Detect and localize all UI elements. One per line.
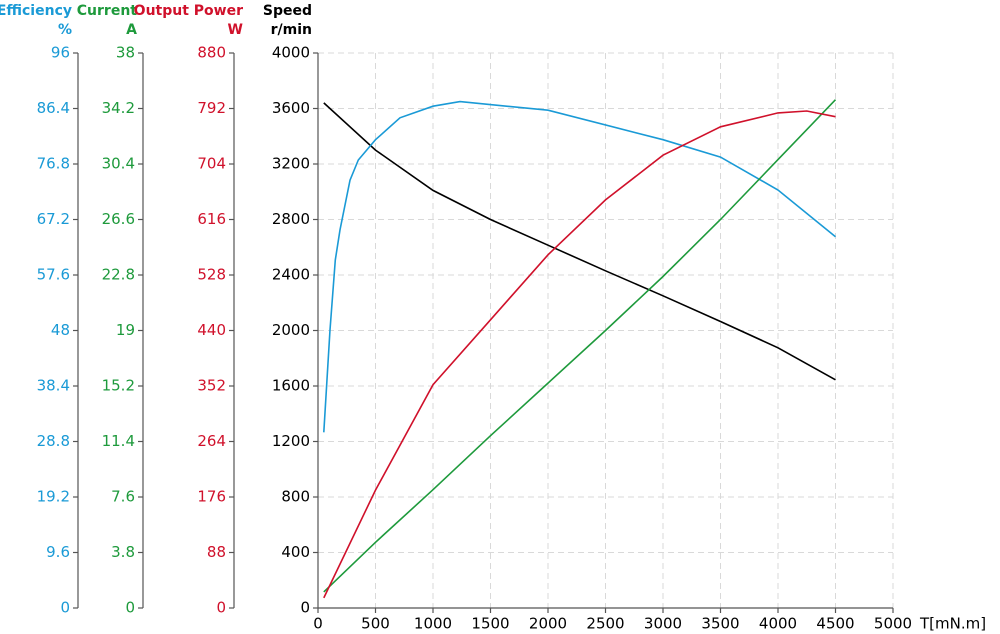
y-tick-label: 48 (51, 321, 70, 339)
y-tick-label: 0 (216, 599, 226, 617)
axis-unit: A (126, 22, 137, 38)
y-tick-label: 88 (207, 543, 226, 561)
series-line (323, 102, 836, 381)
y-tick-label: 0 (300, 599, 310, 617)
y-tick-label: 34.2 (102, 99, 135, 117)
y-tick-label: 86.4 (37, 99, 70, 117)
y-tick-label: 3.8 (111, 543, 135, 561)
x-tick-label: 0 (313, 615, 323, 633)
y-tick-label: 1600 (272, 377, 310, 395)
axis-title: Current (77, 3, 138, 19)
y-tick-label: 30.4 (102, 155, 135, 173)
y-tick-label: 352 (197, 377, 226, 395)
x-tick-label: 4000 (759, 615, 797, 633)
y-tick-label: 15.2 (102, 377, 135, 395)
y-tick-label: 792 (197, 99, 226, 117)
y-tick-label: 19.2 (37, 488, 70, 506)
y-tick-label: 57.6 (37, 266, 70, 284)
x-tick-label: 2500 (586, 615, 624, 633)
y-tick-label: 2400 (272, 266, 310, 284)
series-line (323, 110, 836, 599)
y-tick-label: 67.2 (37, 210, 70, 228)
y-tick-label: 440 (197, 321, 226, 339)
y-tick-label: 704 (197, 155, 226, 173)
axis-title: Output Power (134, 3, 243, 19)
y-tick-label: 19 (116, 321, 135, 339)
x-tick-label: 2000 (529, 615, 567, 633)
y-tick-label: 38 (116, 44, 135, 62)
y-tick-label: 176 (197, 488, 226, 506)
y-tick-label: 0 (60, 599, 70, 617)
y-tick-label: 3600 (272, 99, 310, 117)
axis-unit: r/min (271, 22, 312, 38)
y-tick-label: 28.8 (37, 432, 70, 450)
y-tick-label: 4000 (272, 44, 310, 62)
y-tick-label: 76.8 (37, 155, 70, 173)
x-tick-label: 1500 (471, 615, 509, 633)
series-line (323, 99, 837, 593)
y-tick-label: 800 (281, 488, 310, 506)
series-line (323, 100, 837, 433)
y-tick-label: 528 (197, 266, 226, 284)
x-tick-label: 4500 (816, 615, 854, 633)
y-tick-label: 264 (197, 432, 226, 450)
y-tick-label: 11.4 (102, 432, 135, 450)
axis-title: Speed (263, 3, 312, 19)
x-tick-label: 500 (361, 615, 390, 633)
y-tick-label: 38.4 (37, 377, 70, 395)
x-axis-label: T[mN.m] (919, 615, 986, 633)
y-tick-label: 9.6 (46, 543, 70, 561)
y-tick-label: 616 (197, 210, 226, 228)
axis-unit: % (58, 22, 72, 38)
y-tick-label: 26.6 (102, 210, 135, 228)
axis-unit: W (228, 22, 243, 38)
y-tick-label: 0 (125, 599, 135, 617)
y-tick-label: 2000 (272, 321, 310, 339)
y-tick-label: 880 (197, 44, 226, 62)
axis-title: Efficiency (0, 3, 72, 19)
y-tick-label: 400 (281, 543, 310, 561)
x-tick-label: 1000 (414, 615, 452, 633)
x-tick-label: 5000 (874, 615, 912, 633)
y-tick-label: 96 (51, 44, 70, 62)
y-tick-label: 22.8 (102, 266, 135, 284)
y-tick-label: 1200 (272, 432, 310, 450)
y-tick-label: 3200 (272, 155, 310, 173)
x-tick-label: 3500 (701, 615, 739, 633)
x-tick-label: 3000 (644, 615, 682, 633)
y-tick-label: 2800 (272, 210, 310, 228)
y-tick-label: 7.6 (111, 488, 135, 506)
